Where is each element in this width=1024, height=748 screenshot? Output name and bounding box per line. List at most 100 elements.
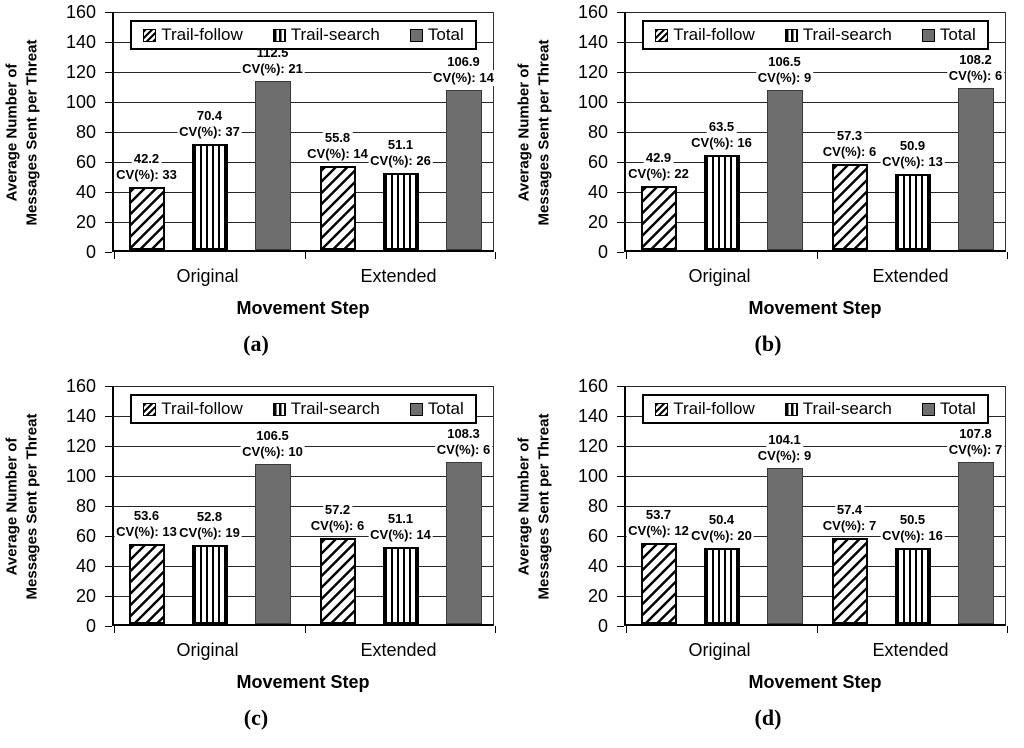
- gridline: [626, 192, 1005, 193]
- y-tick-mark: [105, 596, 112, 597]
- bar-value-label: 106.9 CV(%): 14: [431, 53, 496, 86]
- y-tick-label: 0: [85, 242, 96, 262]
- y-tick-label: 40: [75, 182, 96, 202]
- x-tick-mark: [1007, 626, 1008, 633]
- gridline: [626, 12, 1005, 13]
- y-tick-mark: [617, 42, 624, 43]
- y-tick-mark: [105, 536, 112, 537]
- bar-value: 42.2: [131, 150, 162, 167]
- y-tick-label: 40: [587, 556, 608, 576]
- legend-label: Total: [939, 25, 976, 44]
- bar-trail-search-extended: [382, 547, 419, 624]
- y-tick-mark: [105, 446, 112, 447]
- bar-trail-follow-original: [640, 543, 677, 624]
- legend: Trail-follow Trail-search Total: [130, 394, 477, 424]
- y-tick-mark: [617, 252, 624, 253]
- legend-marker-total-icon: [921, 28, 935, 42]
- y-tick-mark: [105, 132, 112, 133]
- y-tick-mark: [617, 476, 624, 477]
- bar-value-label: 50.5 CV(%): 16: [880, 512, 945, 545]
- legend-marker-trail-follow-icon: [143, 28, 157, 42]
- legend-marker-trail-follow-icon: [143, 402, 157, 416]
- bar-value-label: 112.5 CV(%): 21: [240, 45, 305, 78]
- y-axis-title: Average Number of Messages Sent per Threa…: [514, 386, 554, 626]
- y-tick-label: 60: [587, 152, 608, 172]
- plot-area: Trail-follow Trail-search Total 53.6 CV(%):…: [105, 386, 496, 633]
- x-category-original: Original: [688, 640, 751, 660]
- bar-value: 106.5: [766, 54, 803, 71]
- bar-value-label: 57.2 CV(%): 6: [308, 502, 367, 535]
- bar-trail-search-extended: [894, 548, 931, 624]
- bar-value: 50.4: [706, 512, 737, 529]
- y-axis-tick-labels: 0 20 40 60 80 100 120 140 160: [556, 376, 618, 636]
- bar-value: 53.6: [131, 507, 162, 524]
- bar-trail-search-original: [703, 154, 740, 250]
- legend-item-total: Total: [409, 399, 464, 419]
- plot-area: Trail-follow Trail-search Total 42.2 CV(%):…: [105, 12, 496, 259]
- gridline: [114, 12, 493, 13]
- bar-cv: CV(%): 10: [240, 444, 305, 461]
- y-tick-mark: [617, 626, 624, 627]
- y-tick-label: 160: [65, 376, 96, 396]
- bar-value-label: 51.1 CV(%): 26: [368, 137, 433, 170]
- y-tick-mark: [105, 416, 112, 417]
- y-tick-label: 20: [75, 586, 96, 606]
- gridline: [114, 476, 493, 477]
- y-tick-label: 100: [577, 92, 608, 112]
- gridline: [626, 476, 1005, 477]
- bar-value: 50.9: [897, 137, 928, 154]
- bar-value-label: 50.9 CV(%): 13: [880, 137, 945, 170]
- y-tick-mark: [105, 222, 112, 223]
- bar-value-label: 106.5 CV(%): 10: [240, 428, 305, 461]
- y-tick-mark: [105, 386, 112, 387]
- bar-cv: CV(%): 14: [305, 146, 370, 163]
- legend: Trail-follow Trail-search Total: [642, 20, 989, 50]
- y-tick-label: 80: [75, 496, 96, 516]
- y-tick-label: 120: [577, 436, 608, 456]
- legend-marker-trail-search-icon: [784, 402, 798, 416]
- x-tick-mark: [114, 626, 115, 633]
- gridline: [114, 192, 493, 193]
- legend-label: Trail-search: [802, 399, 892, 418]
- x-tick-mark: [305, 626, 306, 633]
- bar-value: 50.5: [897, 512, 928, 529]
- bar-cv: CV(%): 6: [308, 518, 367, 535]
- legend-item-trail-follow: Trail-follow: [655, 399, 755, 419]
- bar-cv: CV(%): 9: [755, 70, 814, 87]
- y-tick-mark: [105, 626, 112, 627]
- y-axis-title: Average Number of Messages Sent per Threa…: [2, 386, 42, 626]
- bar-cv: CV(%): 13: [880, 153, 945, 170]
- gridline: [626, 132, 1005, 133]
- bar-total-original: [254, 464, 291, 624]
- x-axis-category-labels: Original Extended: [112, 266, 494, 288]
- gridline: [626, 386, 1005, 387]
- y-tick-mark: [617, 12, 624, 13]
- bar-value-label: 53.6 CV(%): 13: [114, 507, 179, 540]
- y-tick-mark: [105, 12, 112, 13]
- legend-label: Trail-follow: [161, 399, 243, 418]
- bar-value: 108.2: [957, 51, 994, 68]
- y-axis-title-line: Messages Sent per Threat: [535, 39, 552, 225]
- x-category-original: Original: [176, 640, 239, 660]
- legend-marker-trail-search-icon: [272, 402, 286, 416]
- y-tick-label: 100: [577, 466, 608, 486]
- y-tick-label: 120: [577, 62, 608, 82]
- y-tick-label: 160: [577, 2, 608, 22]
- bar-cv: CV(%): 6: [820, 144, 879, 161]
- y-tick-label: 60: [587, 526, 608, 546]
- y-tick-label: 140: [65, 32, 96, 52]
- bar-value-label: 57.3 CV(%): 6: [820, 128, 879, 161]
- y-tick-label: 40: [587, 182, 608, 202]
- bar-value-label: 42.2 CV(%): 33: [114, 150, 179, 183]
- bar-value: 57.2: [322, 502, 353, 519]
- bar-value: 52.8: [194, 508, 225, 525]
- bar-cv: CV(%): 19: [177, 524, 242, 541]
- subfigure-c: Average Number of Messages Sent per Threa…: [0, 374, 512, 748]
- legend-label: Trail-follow: [673, 399, 755, 418]
- bar-trail-follow-extended: [831, 537, 868, 624]
- y-axis-title-line: Average Number of: [515, 63, 533, 201]
- y-tick-mark: [105, 476, 112, 477]
- bar-trail-search-original: [191, 144, 228, 250]
- bar-value: 42.9: [643, 149, 674, 166]
- bar-value-label: 53.7 CV(%): 12: [626, 507, 691, 540]
